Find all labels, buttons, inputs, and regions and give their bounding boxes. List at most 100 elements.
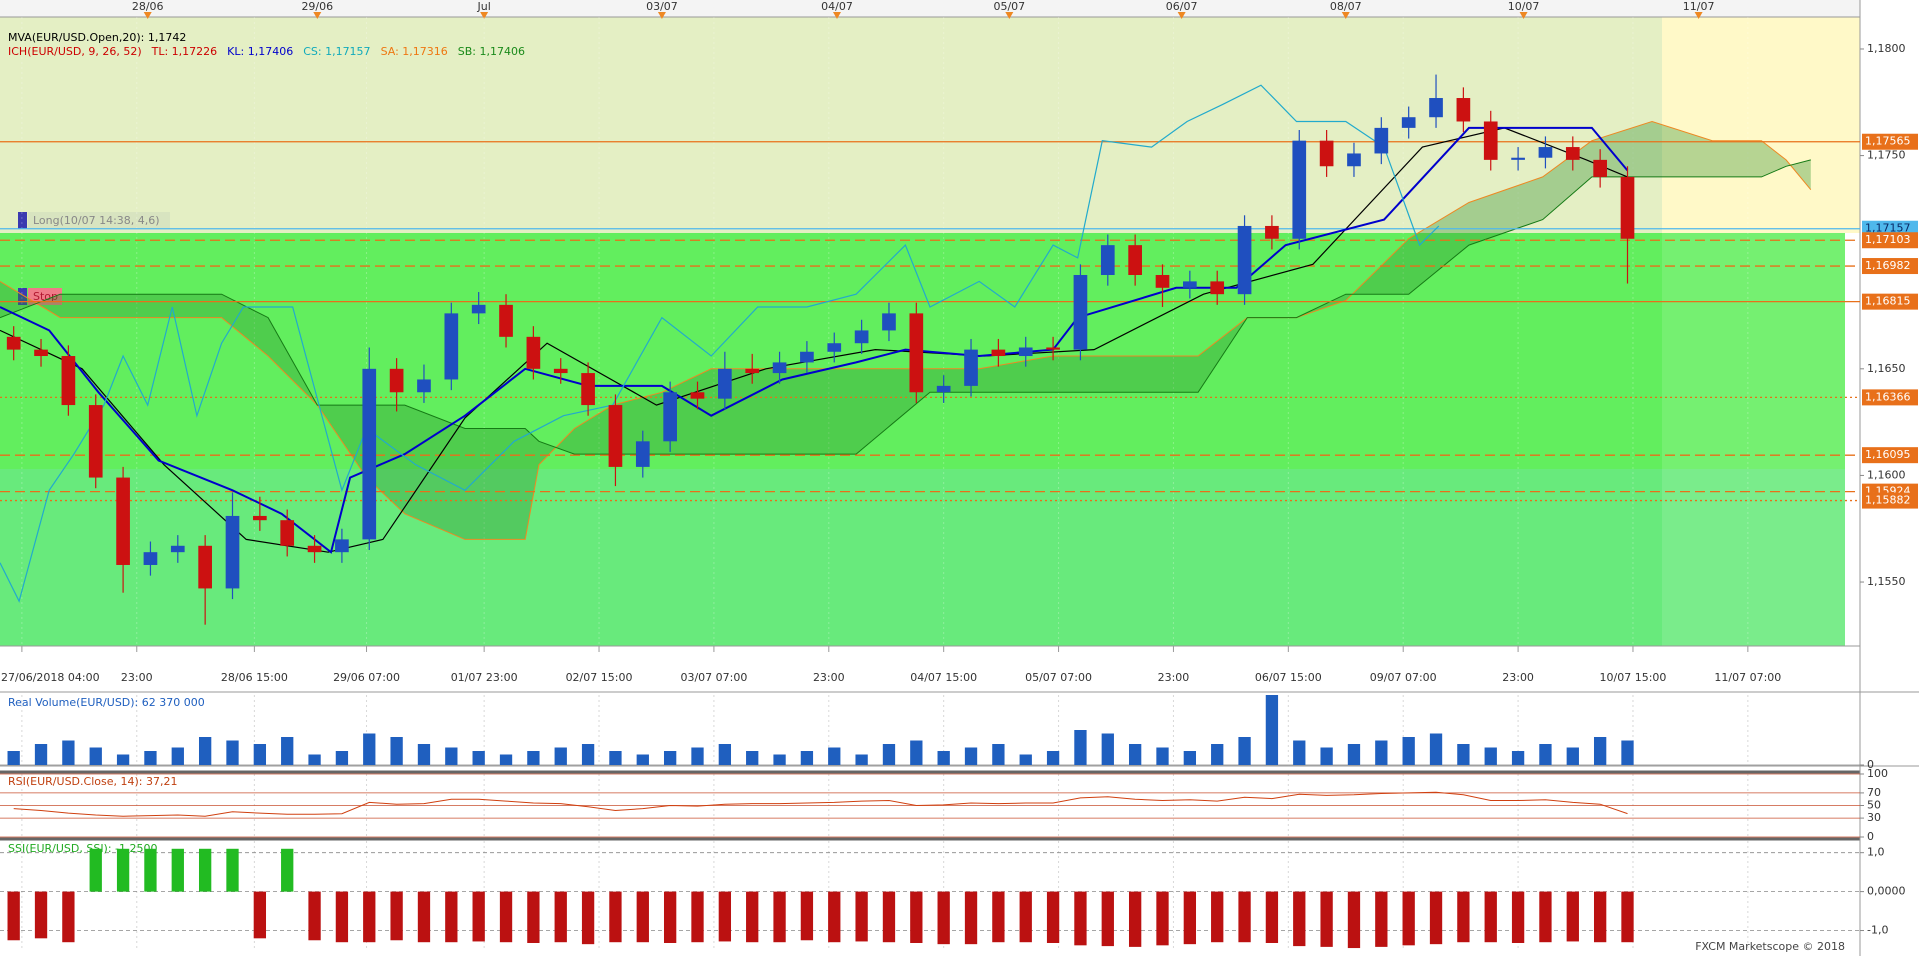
bar bbox=[335, 891, 349, 943]
footer: FXCM Marketscope © 2018 bbox=[1695, 940, 1845, 953]
stop-marker bbox=[18, 288, 27, 305]
candle-body bbox=[635, 441, 650, 467]
bar bbox=[1593, 737, 1607, 765]
candle-body bbox=[936, 385, 951, 393]
bar bbox=[1265, 891, 1279, 943]
bar bbox=[62, 891, 75, 943]
bar bbox=[308, 891, 321, 941]
level-tag bbox=[1862, 447, 1918, 464]
x2-tick-mark bbox=[143, 12, 152, 19]
x2-tick-mark bbox=[657, 12, 666, 19]
bar bbox=[417, 744, 431, 765]
bar bbox=[800, 751, 814, 765]
bar bbox=[773, 754, 786, 765]
candle-body bbox=[909, 313, 924, 393]
x-tick-label: 28/06 15:00 bbox=[221, 671, 288, 684]
bar bbox=[1101, 733, 1114, 765]
y-tick-label: 100 bbox=[1867, 767, 1888, 780]
y-tick-label: -1,0 bbox=[1867, 924, 1888, 937]
x-tick-label: 27/06/2018 04:00 bbox=[1, 671, 100, 684]
bar bbox=[1320, 747, 1333, 765]
bar bbox=[363, 733, 376, 765]
x2-tick-mark bbox=[1005, 12, 1014, 19]
bar bbox=[1539, 891, 1552, 943]
long-label-bg bbox=[28, 212, 170, 229]
candle-body bbox=[581, 373, 595, 406]
bar bbox=[144, 848, 157, 892]
y-tick-label: 30 bbox=[1867, 811, 1881, 824]
y-tick-label: 0 bbox=[1867, 758, 1874, 771]
bar bbox=[171, 848, 184, 892]
level-tag bbox=[1862, 133, 1918, 150]
x-tick-label: 10/07 15:00 bbox=[1600, 671, 1667, 684]
x-tick-label: 09/07 07:00 bbox=[1370, 671, 1437, 684]
bar bbox=[964, 891, 978, 945]
bar bbox=[390, 737, 403, 765]
bar bbox=[910, 891, 923, 943]
candle-body bbox=[198, 545, 212, 589]
candle-body bbox=[34, 349, 48, 357]
bar bbox=[1402, 891, 1415, 946]
bar bbox=[34, 744, 48, 765]
candle-body bbox=[772, 362, 787, 374]
bar bbox=[89, 848, 102, 892]
x2-tick-mark bbox=[313, 12, 322, 19]
stop-label-bg bbox=[28, 288, 62, 305]
bar bbox=[116, 848, 130, 892]
bar bbox=[1375, 740, 1388, 765]
x2-tick-label: 06/07 bbox=[1166, 0, 1198, 13]
bar bbox=[554, 891, 567, 943]
bar bbox=[1074, 730, 1087, 765]
level-tag bbox=[1862, 258, 1918, 275]
bar bbox=[89, 747, 102, 765]
y-tick-label: 1,1800 bbox=[1867, 42, 1906, 55]
bar bbox=[253, 891, 267, 939]
bar bbox=[281, 737, 294, 765]
bar bbox=[1429, 733, 1443, 765]
x2-tick-label: 05/07 bbox=[993, 0, 1025, 13]
bar bbox=[1621, 740, 1634, 765]
candle-body bbox=[1401, 117, 1416, 128]
x2-tick-mark bbox=[833, 12, 841, 19]
bar bbox=[1211, 891, 1224, 943]
bar bbox=[335, 751, 349, 765]
indicator-line bbox=[0, 84, 1440, 603]
indicator-line bbox=[0, 126, 1629, 554]
candle-body bbox=[1456, 98, 1471, 122]
bar bbox=[1238, 737, 1251, 765]
bar bbox=[1511, 891, 1525, 943]
bar bbox=[1347, 744, 1361, 765]
bar bbox=[144, 751, 157, 765]
bar bbox=[773, 891, 786, 943]
bar bbox=[691, 747, 704, 765]
bar bbox=[910, 740, 923, 765]
bar bbox=[828, 891, 841, 943]
bar bbox=[1320, 891, 1333, 947]
candle-body bbox=[1292, 140, 1307, 239]
candle-body bbox=[1565, 147, 1580, 160]
long-marker bbox=[18, 212, 27, 229]
bar bbox=[992, 744, 1005, 765]
bar bbox=[1019, 754, 1032, 765]
candle-body bbox=[1620, 176, 1635, 239]
bar bbox=[1128, 891, 1142, 947]
bar bbox=[1566, 891, 1579, 942]
candle-body bbox=[225, 515, 240, 589]
level-label: 1,16366 bbox=[1865, 390, 1911, 403]
bar bbox=[499, 891, 513, 943]
candle-body bbox=[116, 477, 130, 565]
panel-title: Real Volume(EUR/USD): 62 370 000 bbox=[8, 696, 205, 709]
x-tick-label: 03/07 07:00 bbox=[680, 671, 747, 684]
indicator-label: SB: 1,17406 bbox=[458, 45, 525, 58]
zone-upper-future bbox=[1662, 17, 1860, 233]
x-tick-label: 23:00 bbox=[1158, 671, 1190, 684]
level-label: 1,15882 bbox=[1865, 494, 1911, 507]
zone-green-lower bbox=[0, 469, 1845, 646]
candle-body bbox=[362, 368, 377, 540]
candle-body bbox=[170, 545, 185, 553]
bar bbox=[828, 747, 841, 765]
level-label: 1,17103 bbox=[1865, 233, 1911, 246]
candle-body bbox=[444, 313, 459, 380]
long-label: Long(10/07 14:38, 4,6) bbox=[33, 214, 160, 227]
y-tick-label: 1,1550 bbox=[1867, 575, 1906, 588]
